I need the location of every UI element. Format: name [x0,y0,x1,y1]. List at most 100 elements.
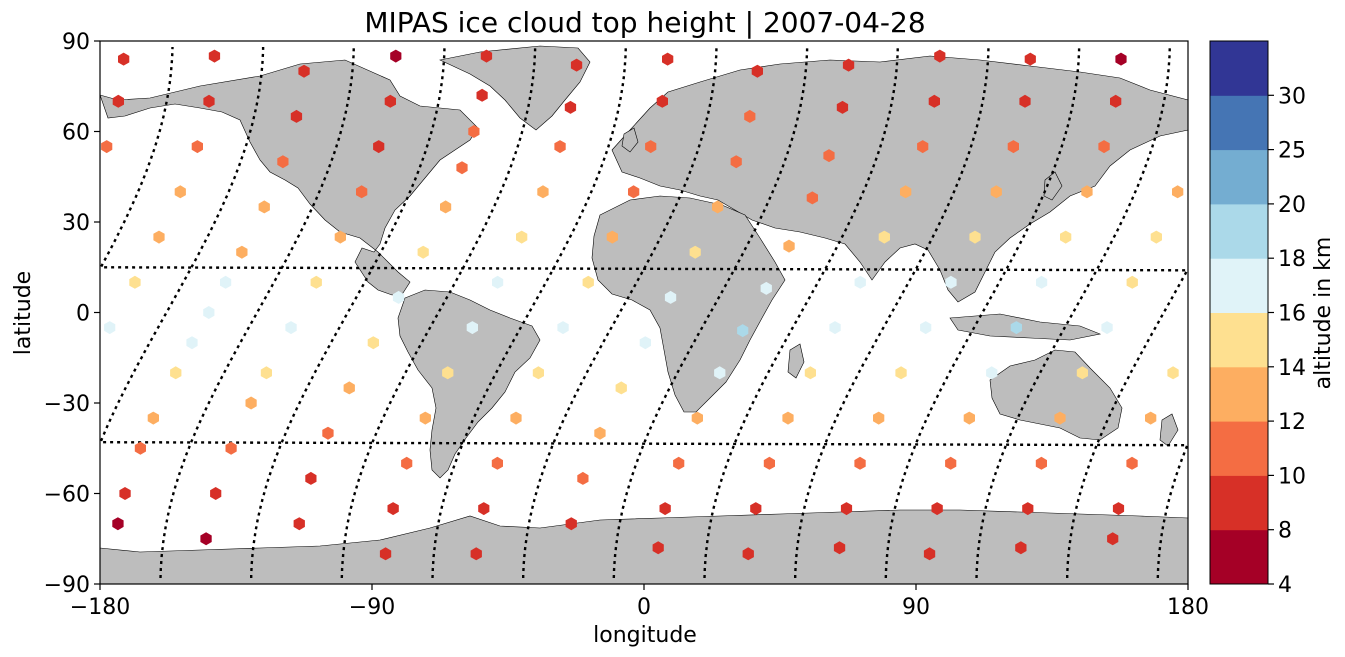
cloud-top-marker [440,200,452,214]
cloud-top-marker [691,411,703,425]
colorbar-label: altitude in km [1311,237,1336,390]
y-axis-ticks: −90 −60 −30 0 30 60 90 [44,30,100,598]
cloud-top-marker [1035,456,1047,470]
cloud-top-marker [673,456,685,470]
cloud-top-marker [1126,275,1138,289]
island-madagascar [787,343,805,379]
y-tick-label: 0 [76,302,90,327]
colorbar: 4 8 10 12 14 16 18 20 25 30 [1209,40,1306,598]
cloud-top-marker [1101,321,1113,335]
cloud-top-marker [577,471,589,485]
colorbar-segment [1210,421,1268,476]
cloud-top-marker [1126,456,1138,470]
cloud-top-marker [492,275,504,289]
island-new-zealand [1159,413,1179,447]
cloud-top-marker [1024,52,1036,66]
cloud-top-marker [1022,502,1034,516]
cloud-top-marker [829,321,841,335]
colorbar-segment [1210,149,1268,205]
continent-north-america [99,59,479,296]
cloud-top-marker [1098,140,1110,154]
colorbar-segment [1210,475,1268,531]
colorbar-tick-label: 14 [1278,356,1306,381]
cloud-top-marker [900,185,912,199]
cloud-top-marker [751,64,763,78]
cloud-top-marker [931,502,943,516]
cloud-top-marker [1010,321,1022,335]
cloud-top-marker [186,336,198,350]
cloud-top-marker [1107,532,1119,546]
cloud-top-marker [1172,185,1184,199]
cloud-top-marker [532,366,544,380]
cloud-top-marker [537,185,549,199]
continent-africa [591,195,786,413]
cloud-top-marker [470,547,482,561]
cloud-top-marker [305,471,317,485]
colorbar-segment [1210,95,1268,151]
cloud-top-marker [174,185,186,199]
x-tick-label: 180 [1167,595,1209,620]
cloud-top-marker [390,49,402,63]
cloud-top-marker [191,140,203,154]
cloud-top-marker [367,336,379,350]
cloud-top-marker [557,321,569,335]
cloud-top-marker [714,366,726,380]
cloud-top-marker [928,94,940,108]
cloud-top-marker [639,336,651,350]
colorbar-segment [1210,203,1268,259]
cloud-top-marker [842,58,855,72]
cloud-top-marker [945,456,957,470]
cloud-top-marker [236,245,248,259]
cloud-top-marker [742,547,754,561]
cloud-top-marker [225,441,237,455]
cloud-top-marker [298,64,310,78]
cloud-top-marker [840,502,853,516]
cloud-top-marker [594,426,606,440]
cloud-top-marker [417,245,429,259]
cloud-top-marker [963,411,975,425]
cloud-top-marker [466,321,478,335]
cloud-top-marker [1167,366,1179,380]
cloud-top-marker [763,456,775,470]
cloud-top-marker [945,275,957,289]
colorbar-tick-label: 20 [1278,193,1306,218]
cloud-top-marker [554,140,566,154]
cloud-top-marker [652,541,664,555]
cloud-top-marker [293,517,305,531]
cloud-top-marker [923,547,936,561]
continent-eurasia [611,55,1189,303]
colorbar-segment [1210,366,1268,422]
continent-antarctica [99,509,1189,585]
cloud-top-marker [854,456,866,470]
cloud-top-marker [1081,185,1093,199]
cloud-top-marker [804,366,816,380]
cloud-top-marker [730,155,742,169]
cloud-top-marker [628,185,640,199]
colorbar-tick-label: 4 [1278,573,1292,598]
cloud-top-marker [112,517,124,531]
cloud-top-marker [1019,94,1031,108]
cloud-top-marker [1036,275,1048,289]
y-tick-label: 90 [62,30,90,55]
cloud-top-marker [823,149,835,163]
cloud-top-marker [606,230,618,244]
chart-title: MIPAS ice cloud top height | 2007-04-28 [364,6,925,39]
cloud-top-marker [480,49,493,63]
cloud-top-marker [750,502,762,516]
cloud-top-marker [392,290,405,304]
cloud-top-marker [917,140,929,154]
y-tick-label: −30 [44,392,90,417]
cloud-top-marker [210,487,222,500]
continent-australia [989,349,1123,441]
cloud-top-marker [112,94,124,108]
cloud-top-marker [310,275,322,289]
cloud-top-marker [384,94,396,108]
y-tick-label: −90 [44,573,90,598]
cloud-top-marker [1115,52,1127,66]
cloud-top-marker [1007,140,1019,154]
cloud-top-marker [662,52,674,66]
cloud-top-marker [570,58,583,72]
cloud-top-marker [615,381,627,395]
cloud-top-marker [806,191,818,205]
cloud-top-marker [645,140,657,154]
